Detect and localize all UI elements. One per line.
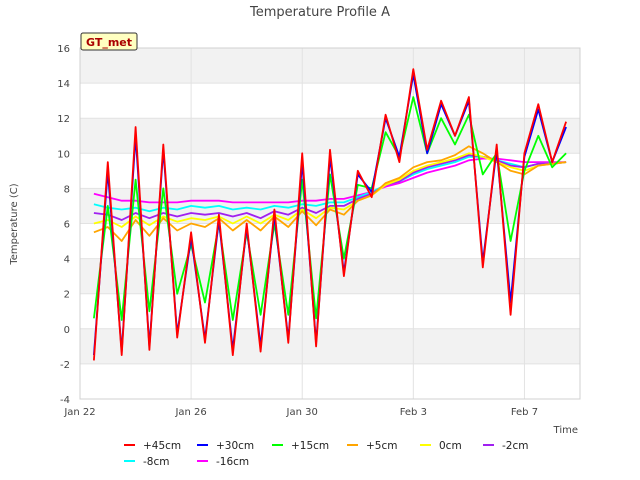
- series-lines: [93, 68, 567, 361]
- gt-met-badge: GT_met: [80, 32, 138, 51]
- y-axis-label: Temperature (C): [9, 183, 20, 265]
- legend-label: -2cm: [502, 440, 528, 452]
- badge-label: GT_met: [86, 36, 132, 49]
- legend: +45cm +30cm +15cm +5cm 0cm -2cm -8cm -16cm: [124, 440, 528, 468]
- y-tick-label: 6: [64, 220, 70, 231]
- series-line-15cm: [93, 96, 567, 321]
- y-tick-label: 8: [64, 184, 70, 195]
- background-band: [80, 48, 580, 84]
- y-tick-label: 2: [64, 290, 70, 301]
- y-tick-label: -4: [60, 395, 70, 406]
- x-axis-ticks: Jan 22 Jan 26 Jan 30 Feb 3 Feb 7: [63, 407, 538, 418]
- y-tick-label: 4: [64, 255, 70, 266]
- x-axis-label: Time: [553, 425, 578, 436]
- x-tick-label: Jan 26: [174, 407, 206, 418]
- legend-label: +5cm: [366, 440, 397, 452]
- y-tick-label: 0: [64, 325, 70, 336]
- background-band: [80, 118, 580, 154]
- y-tick-label: -2: [60, 360, 70, 371]
- plot-frame: [79, 47, 581, 400]
- x-tick-label: Jan 22: [63, 407, 95, 418]
- y-axis-ticks: -4 -2 0 2 4 6 8 10 12 14 16: [57, 44, 70, 406]
- x-tick-label: Feb 7: [511, 407, 538, 418]
- background-band: [80, 258, 580, 294]
- legend-label: -16cm: [216, 456, 249, 468]
- y-tick-label: 10: [57, 149, 70, 160]
- x-tick-label: Jan 30: [286, 407, 318, 418]
- legend-label: +30cm: [216, 440, 254, 452]
- legend-label: +15cm: [291, 440, 329, 452]
- legend-label: -8cm: [143, 456, 169, 468]
- y-tick-label: 14: [57, 79, 70, 90]
- series-line-5cm: [93, 145, 567, 242]
- y-tick-label: 16: [57, 44, 70, 55]
- series-line-45cm: [93, 68, 567, 361]
- legend-label: 0cm: [439, 440, 462, 452]
- x-tick-label: Feb 3: [400, 407, 427, 418]
- legend-label: +45cm: [143, 440, 181, 452]
- series-line-0cm: [93, 152, 567, 228]
- background-band: [80, 328, 580, 364]
- y-tick-label: 12: [57, 114, 70, 125]
- chart-title: Temperature Profile A: [249, 5, 390, 20]
